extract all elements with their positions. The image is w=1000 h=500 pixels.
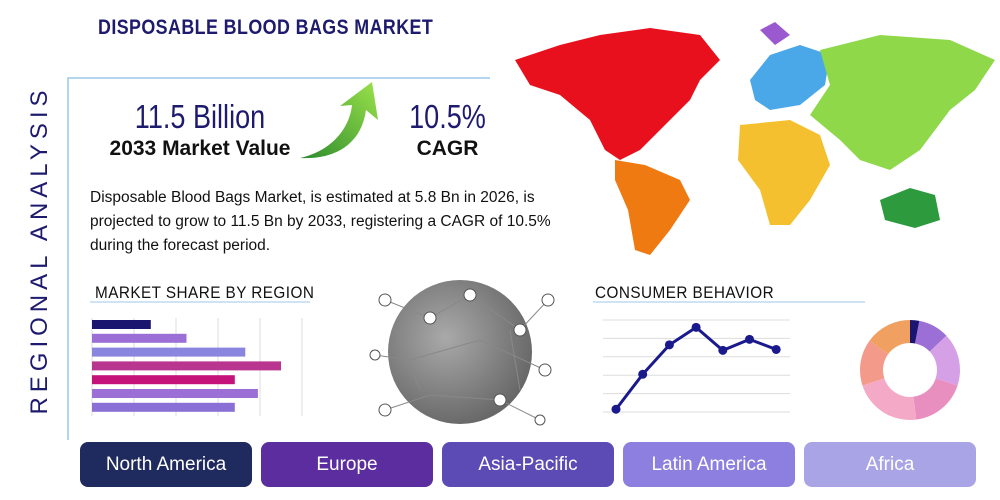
region-button[interactable]: Latin America [623,442,795,487]
bar [92,347,246,357]
donut-slice [913,378,958,420]
growth-arrow [300,82,378,159]
region-button[interactable]: Africa [804,442,976,487]
point [638,369,648,379]
bar [92,320,151,329]
section-title: MARKET SHARE BY REGION [95,283,315,302]
stat-label: 2033 Market Value [109,137,291,160]
bar [92,361,281,371]
donut-slice [915,320,947,352]
region-button[interactable]: Europe [261,442,433,487]
frame [67,77,490,440]
side-label: REGIONAL ANALYSIS [26,85,53,415]
section-title: CONSUMER BEHAVIOR [595,283,775,302]
donut-slice [860,340,889,386]
point [664,340,674,350]
bar [92,389,258,398]
stat-label: CAGR [416,137,479,160]
region-button[interactable]: Asia-Pacific [442,442,614,487]
region-button[interactable]: North America [80,442,252,487]
title: DISPOSABLE BLOOD BAGS MARKET [98,16,434,39]
globe [369,280,555,426]
donut-slice [910,320,920,344]
donut-slice [929,335,960,386]
donut-slice [862,378,917,420]
bar [92,402,235,412]
point [745,334,754,344]
bar [92,375,235,385]
point [691,322,701,332]
stat-value: 11.5 Billion [134,98,266,135]
point [611,404,621,414]
bar [92,333,187,343]
donut-slice [869,320,910,355]
world-map [515,22,995,255]
point [718,345,728,355]
description: Disposable Blood Bags Market, is estimat… [90,189,551,254]
point [771,344,781,354]
stat-value: 10.5% [409,98,486,135]
